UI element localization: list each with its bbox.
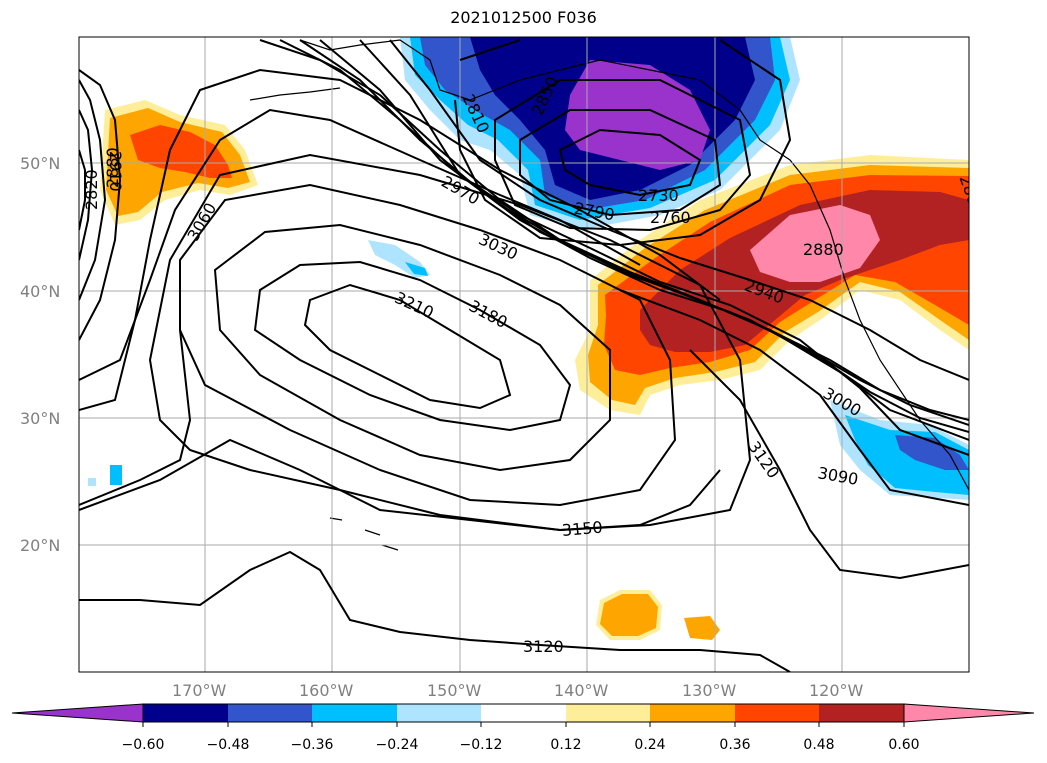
colorbar-segment [566, 704, 650, 722]
lat-label: 30°N [20, 409, 60, 428]
map-title: 2021012500 F036 [450, 8, 597, 27]
lon-label: 160°W [299, 681, 354, 700]
contour-label: 2880 [103, 147, 122, 188]
lon-label: 130°W [682, 681, 737, 700]
shading-negative-north [400, 37, 800, 230]
colorbar-segment [650, 704, 735, 722]
colorbar-segment [397, 704, 481, 722]
colorbar-segment [228, 704, 312, 722]
contour-label: 2880 [803, 240, 844, 259]
lon-label: 120°W [809, 681, 864, 700]
contour-label: 2760 [650, 208, 691, 227]
colorbar-extend-high [903, 703, 1035, 723]
colorbar-segment [312, 704, 397, 722]
contour-label: 3120 [523, 637, 564, 656]
shading-negative-southeast [830, 400, 969, 500]
colorbar-tick-label: −0.24 [376, 737, 419, 753]
colorbar-tick-label: 0.24 [634, 737, 665, 753]
colorbar: −0.60 −0.48 −0.36 −0.24 −0.12 0.12 0.24 … [11, 703, 1035, 753]
colorbar-tick-label: −0.60 [122, 737, 165, 753]
colorbar-extend-low [11, 703, 144, 723]
colorbar-tick-label: 0.60 [888, 737, 919, 753]
colorbar-tick-label: 0.36 [719, 737, 750, 753]
colorbar-segment [735, 704, 819, 722]
shading-negative-west-spot [88, 240, 430, 486]
colorbar-tick-label: 0.48 [803, 737, 834, 753]
contour-label: 2910 [106, 151, 125, 192]
colorbar-segment [481, 704, 566, 722]
map-panel: 2820 2880 2910 3060 2970 3030 3210 3180 … [79, 37, 969, 672]
longitude-labels: 170°W 160°W 150°W 140°W 130°W 120°W [172, 681, 864, 700]
height-contours [79, 39, 969, 672]
colorbar-tick-label: 0.12 [550, 737, 581, 753]
colorbar-tick-label: −0.48 [207, 737, 250, 753]
lon-label: 150°W [427, 681, 482, 700]
shading-positive-south-spots [596, 590, 720, 640]
map-border [78, 36, 970, 673]
contour-label: 2820 [82, 169, 101, 210]
lon-label: 170°W [172, 681, 227, 700]
lat-label: 50°N [20, 154, 60, 173]
colorbar-tick-label: −0.12 [460, 737, 503, 753]
colorbar-segment [143, 704, 228, 722]
lon-label: 140°W [554, 681, 609, 700]
latitude-labels: 50°N 40°N 30°N 20°N [20, 154, 60, 555]
contour-label: 3150 [561, 517, 603, 539]
colorbar-tick-label: −0.36 [291, 737, 334, 753]
lat-label: 20°N [20, 536, 60, 555]
lat-label: 40°N [20, 282, 60, 301]
contour-label: 2730 [638, 186, 679, 205]
shading-positive-east [575, 155, 969, 415]
colorbar-segment [819, 704, 904, 722]
